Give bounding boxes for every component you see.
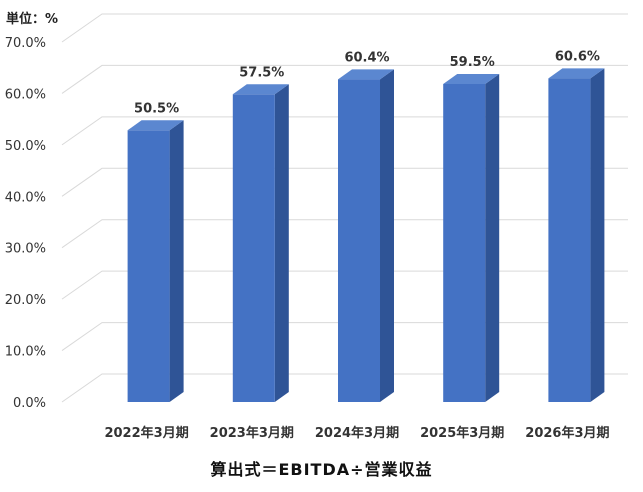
y-axis-ticks: 0.0% 10.0% 20.0% 30.0% 40.0% 50.0% 60.0% 70.0%: [5, 36, 46, 411]
bar-top: [443, 74, 500, 84]
bars: [127, 68, 605, 403]
bar-top: [548, 68, 605, 79]
bar: [127, 120, 184, 403]
bar-front: [232, 94, 275, 403]
y-tick-label: 60.0%: [5, 87, 46, 102]
x-tick-label: 2026年3月期: [525, 425, 609, 441]
y-tick-label: 30.0%: [5, 242, 46, 257]
x-axis-ticks: 2022年3月期 2023年3月期 2024年3月期 2025年3月期 2026年3月期: [104, 425, 609, 441]
bar-top: [232, 84, 289, 95]
gridline: [61, 13, 628, 43]
bar-side: [590, 68, 605, 402]
bar-side: [169, 120, 184, 403]
bar-front: [338, 79, 380, 402]
y-tick-label: 50.0%: [5, 139, 46, 154]
data-label: 60.4%: [344, 50, 389, 65]
gridline: [61, 64, 628, 94]
bar-top: [338, 69, 394, 80]
y-tick-label: 10.0%: [5, 345, 46, 360]
x-tick-label: 2024年3月期: [315, 425, 399, 441]
x-tick-label: 2023年3月期: [210, 425, 294, 441]
x-tick-label: 2022年3月期: [104, 425, 188, 441]
bar-front: [443, 84, 486, 402]
bar-top: [127, 120, 184, 131]
y-tick-label: 70.0%: [5, 36, 46, 51]
bar: [443, 74, 500, 402]
y-tick-label: 20.0%: [5, 293, 46, 308]
data-label: 57.5%: [239, 65, 284, 80]
bar-chart: 0.0%10.0%20.0%30.0%40.0%50.0%60.0%70.0% …: [5, 13, 628, 441]
data-label: 50.5%: [134, 101, 179, 116]
x-tick-label: 2025年3月期: [420, 425, 504, 441]
formula-caption: 算出式＝EBITDA÷営業収益: [210, 460, 433, 479]
data-label: 60.6%: [555, 49, 600, 64]
bar: [232, 84, 289, 403]
bar: [338, 69, 394, 402]
y-tick-label: 40.0%: [5, 190, 46, 205]
bar-front: [127, 130, 170, 403]
data-label: 59.5%: [450, 55, 495, 70]
data-labels: 50.5% 57.5% 60.4% 59.5% 60.6%: [134, 49, 600, 116]
bar: [548, 68, 605, 402]
bar-side: [274, 84, 289, 403]
bar-front: [548, 78, 591, 402]
bar-side: [380, 69, 394, 402]
y-tick-label: 0.0%: [13, 396, 46, 411]
unit-label: 単位：%: [6, 12, 59, 27]
bar-side: [485, 74, 500, 402]
